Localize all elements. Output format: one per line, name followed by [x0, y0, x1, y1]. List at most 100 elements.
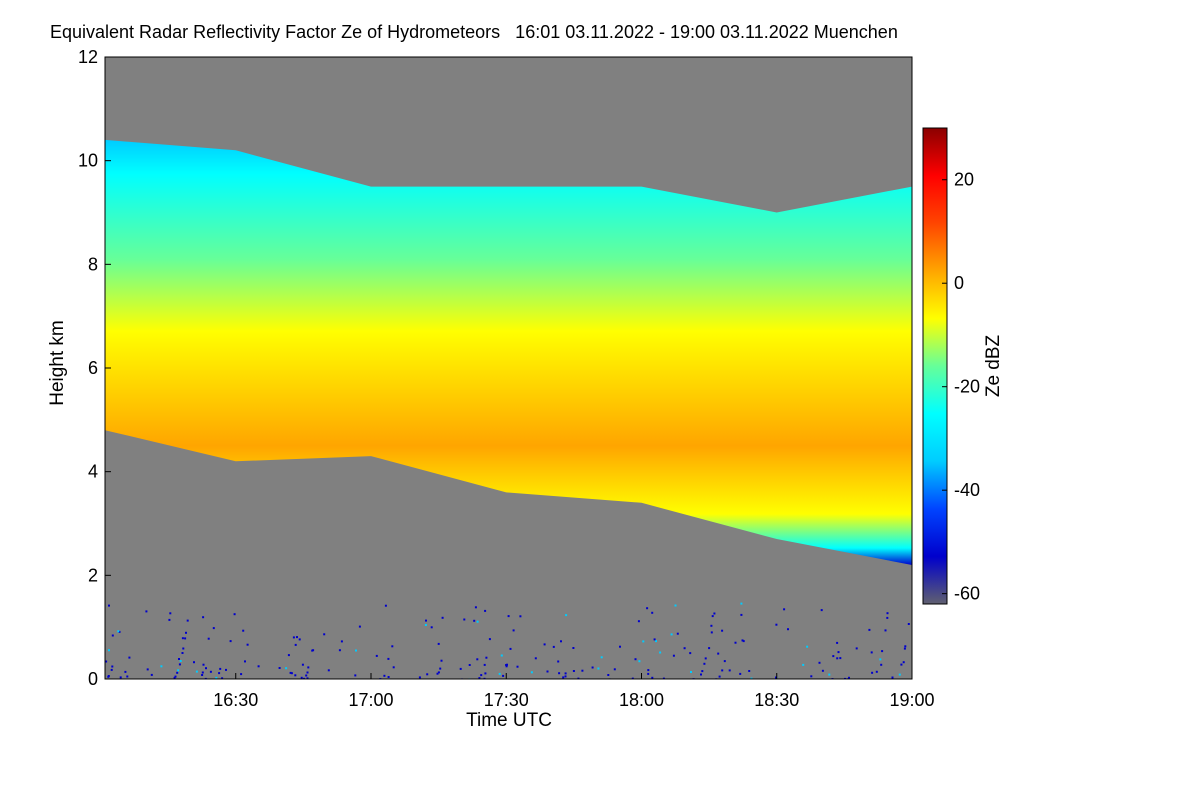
clutter-point: [418, 676, 421, 679]
clutter-point: [740, 602, 743, 605]
clutter-point: [178, 663, 181, 666]
clutter-point: [476, 658, 479, 661]
y-tick-label: 6: [88, 358, 98, 378]
clutter-point: [244, 660, 246, 663]
clutter-point: [108, 604, 110, 607]
clutter-point: [600, 656, 603, 659]
clutter-point: [323, 633, 326, 636]
clutter-point: [242, 629, 245, 632]
clutter-point: [184, 637, 187, 640]
clutter-point: [844, 677, 846, 679]
clutter-point: [690, 671, 692, 673]
clutter-point: [355, 649, 357, 652]
clutter-point: [437, 642, 440, 645]
clutter-point: [202, 663, 205, 666]
clutter-point: [257, 665, 260, 668]
clutter-point: [306, 677, 309, 679]
clutter-point: [424, 624, 427, 626]
x-tick-label: 17:00: [348, 690, 393, 710]
clutter-point: [552, 645, 555, 648]
y-tick-label: 2: [88, 565, 98, 585]
clutter-point: [700, 673, 702, 676]
clutter-point: [387, 657, 390, 660]
clutter-point: [488, 638, 491, 641]
clutter-point: [229, 640, 232, 643]
clutter-point: [207, 637, 210, 640]
clutter-point: [107, 675, 110, 677]
clutter-point: [186, 619, 189, 622]
clutter-point: [607, 674, 610, 676]
clutter-point: [117, 630, 120, 633]
clutter-point: [338, 649, 341, 652]
clutter-point: [182, 647, 185, 650]
clutter-point: [818, 661, 821, 664]
clutter-point: [717, 652, 720, 655]
chart-title: Equivalent Radar Reflectivity Factor Ze …: [50, 22, 898, 42]
clutter-point: [638, 660, 641, 663]
clutter-point: [703, 662, 706, 665]
clutter-point: [713, 612, 716, 615]
clutter-point: [832, 655, 835, 658]
clutter-point: [565, 614, 568, 617]
clutter-point: [750, 677, 753, 679]
clutter-point: [543, 643, 546, 646]
clutter-point: [174, 675, 177, 678]
clutter-point: [723, 660, 726, 663]
colorbar-scale: [922, 127, 948, 605]
clutter-point: [145, 610, 148, 613]
clutter-point: [204, 677, 207, 679]
clutter-point: [740, 613, 743, 616]
clutter-point: [294, 674, 297, 677]
clutter-point: [837, 651, 840, 654]
clutter-point: [201, 674, 204, 676]
clutter-point: [886, 616, 889, 619]
clutter-point: [219, 667, 222, 670]
clutter-point: [126, 675, 129, 678]
clutter-point: [655, 640, 657, 643]
clutter-point: [169, 612, 172, 615]
x-tick-label: 16:30: [213, 690, 258, 710]
clutter-point: [898, 673, 901, 676]
clutter-point: [502, 674, 505, 677]
clutter-point: [647, 672, 650, 675]
clutter-point: [312, 649, 315, 652]
clutter-point: [160, 665, 163, 668]
clutter-point: [875, 670, 878, 673]
clutter-point: [473, 619, 476, 622]
clutter-point: [820, 609, 823, 612]
clutter-point: [181, 652, 184, 654]
clutter-point: [440, 659, 443, 662]
clutter-point: [886, 612, 889, 615]
clutter-point: [468, 664, 471, 666]
y-tick-label: 12: [78, 47, 98, 67]
clutter-point: [683, 647, 686, 650]
clutter-point: [474, 606, 477, 609]
clutter-point: [787, 628, 789, 631]
clutter-point: [484, 609, 487, 612]
y-tick-label: 4: [88, 462, 98, 482]
clutter-point: [205, 667, 207, 670]
clutter-point: [459, 667, 462, 670]
clutter-point: [306, 671, 309, 674]
clutter-point: [855, 647, 858, 650]
clutter-point: [384, 604, 387, 607]
clutter-point: [836, 641, 839, 644]
clutter-point: [218, 672, 221, 675]
clutter-point: [179, 660, 182, 662]
clutter-point: [110, 668, 113, 671]
x-tick-label: 18:30: [754, 690, 799, 710]
y-axis: 0 2 4 6 8 10 12: [78, 47, 111, 689]
clutter-point: [221, 677, 224, 679]
clutter-point: [577, 677, 580, 679]
clutter-point: [201, 671, 204, 674]
clutter-point: [653, 638, 656, 641]
clutter-point: [880, 663, 883, 666]
clutter-point: [294, 643, 297, 646]
clutter-point: [848, 676, 850, 679]
clutter-point: [836, 657, 839, 660]
clutter-point: [902, 661, 905, 664]
clutter-point: [426, 673, 429, 676]
colorbar-tick-label: 0: [954, 273, 964, 293]
clutter-point: [202, 616, 205, 619]
y-tick-label: 0: [88, 669, 98, 689]
